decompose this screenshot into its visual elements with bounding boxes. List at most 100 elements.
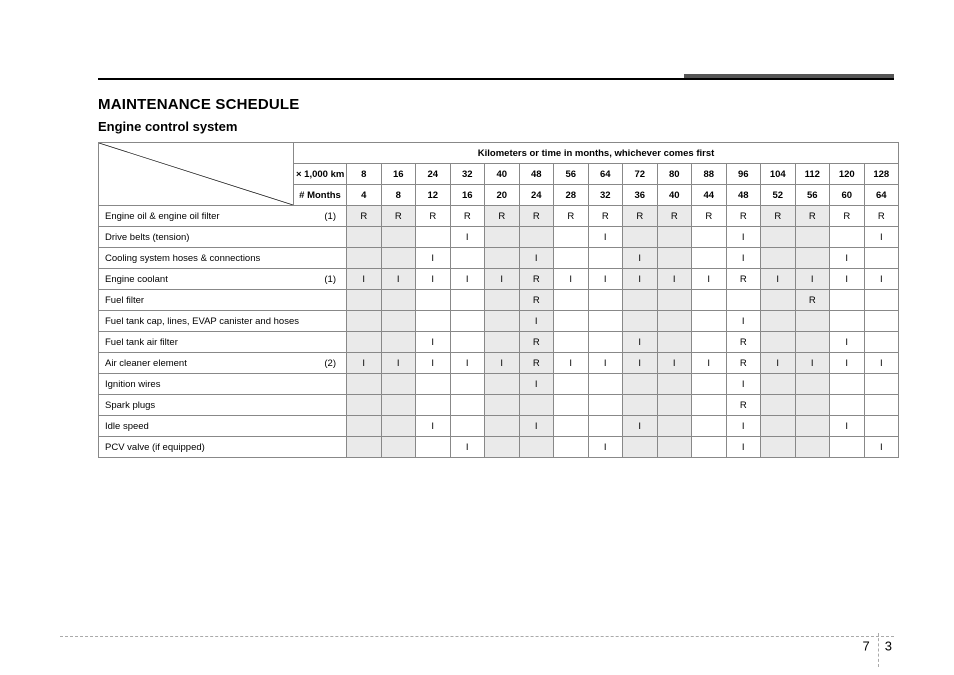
row-label: Fuel filter <box>99 290 347 311</box>
cell: I <box>761 269 796 290</box>
cell: R <box>519 353 554 374</box>
col-km: 80 <box>657 164 692 185</box>
cell <box>830 395 865 416</box>
cell: I <box>588 437 623 458</box>
cell: I <box>623 353 658 374</box>
col-km: 32 <box>450 164 485 185</box>
cell <box>761 332 796 353</box>
cell: I <box>347 353 382 374</box>
cell: R <box>726 395 761 416</box>
row-note: (2) <box>324 358 336 369</box>
table-row: Air cleaner element(2)IIIIIRIIIIIRIIII <box>99 353 899 374</box>
cell <box>830 227 865 248</box>
cell <box>381 395 416 416</box>
cell <box>623 290 658 311</box>
cell <box>657 290 692 311</box>
cell <box>761 437 796 458</box>
table-row: Drive belts (tension)IIII <box>99 227 899 248</box>
cell <box>795 416 830 437</box>
cell <box>485 416 520 437</box>
cell: R <box>830 206 865 227</box>
cell: I <box>623 332 658 353</box>
diagonal-corner <box>99 143 294 206</box>
page: MAINTENANCE SCHEDULE Engine control syst… <box>0 0 954 675</box>
col-km: 16 <box>381 164 416 185</box>
cell <box>692 437 727 458</box>
row-label: PCV valve (if equipped) <box>99 437 347 458</box>
cell <box>795 248 830 269</box>
cell <box>623 395 658 416</box>
cell <box>761 290 796 311</box>
cell: I <box>588 269 623 290</box>
cell <box>830 437 865 458</box>
cell <box>657 395 692 416</box>
cell <box>692 227 727 248</box>
cell <box>692 311 727 332</box>
cell: I <box>692 269 727 290</box>
cell <box>830 374 865 395</box>
col-month: 36 <box>623 185 658 206</box>
col-month: 64 <box>864 185 899 206</box>
cell: I <box>830 353 865 374</box>
cell <box>381 290 416 311</box>
row-label: Fuel tank cap, lines, EVAP canister and … <box>99 311 347 332</box>
page-title: MAINTENANCE SCHEDULE <box>98 96 894 113</box>
cell <box>692 332 727 353</box>
cell <box>381 416 416 437</box>
row-label: Air cleaner element(2) <box>99 353 347 374</box>
cell: R <box>588 206 623 227</box>
cell: I <box>416 416 451 437</box>
cell <box>450 395 485 416</box>
cell <box>381 374 416 395</box>
header-rule <box>98 78 894 80</box>
cell: I <box>450 353 485 374</box>
cell <box>485 437 520 458</box>
cell <box>623 374 658 395</box>
cell: R <box>519 290 554 311</box>
col-km: 112 <box>795 164 830 185</box>
row-label: Drive belts (tension) <box>99 227 347 248</box>
cell <box>795 311 830 332</box>
cell: I <box>623 416 658 437</box>
cell: I <box>726 311 761 332</box>
cell <box>416 437 451 458</box>
cell <box>864 374 899 395</box>
table-row: Ignition wiresII <box>99 374 899 395</box>
cell <box>450 290 485 311</box>
cell: I <box>864 269 899 290</box>
cell <box>657 227 692 248</box>
cell <box>864 332 899 353</box>
cell <box>657 311 692 332</box>
cell <box>588 395 623 416</box>
cell <box>761 395 796 416</box>
cell <box>485 227 520 248</box>
cell <box>554 437 589 458</box>
cell <box>623 437 658 458</box>
cell <box>381 311 416 332</box>
cell <box>485 311 520 332</box>
cell: I <box>761 353 796 374</box>
cell <box>416 290 451 311</box>
cell <box>485 374 520 395</box>
cell <box>450 248 485 269</box>
cell: R <box>347 206 382 227</box>
row-note: (1) <box>324 274 336 285</box>
page-number: 73 <box>863 633 894 661</box>
cell <box>554 311 589 332</box>
table-row: Fuel tank cap, lines, EVAP canister and … <box>99 311 899 332</box>
cell: R <box>726 332 761 353</box>
table-row: Idle speedIIIII <box>99 416 899 437</box>
cell: R <box>726 353 761 374</box>
cell: R <box>450 206 485 227</box>
cell <box>554 332 589 353</box>
cell: R <box>519 206 554 227</box>
cell <box>450 416 485 437</box>
cell <box>519 227 554 248</box>
col-month: 16 <box>450 185 485 206</box>
cell: R <box>795 206 830 227</box>
cell: R <box>485 206 520 227</box>
cell: R <box>726 269 761 290</box>
cell <box>795 332 830 353</box>
col-km: 104 <box>761 164 796 185</box>
col-km: 56 <box>554 164 589 185</box>
